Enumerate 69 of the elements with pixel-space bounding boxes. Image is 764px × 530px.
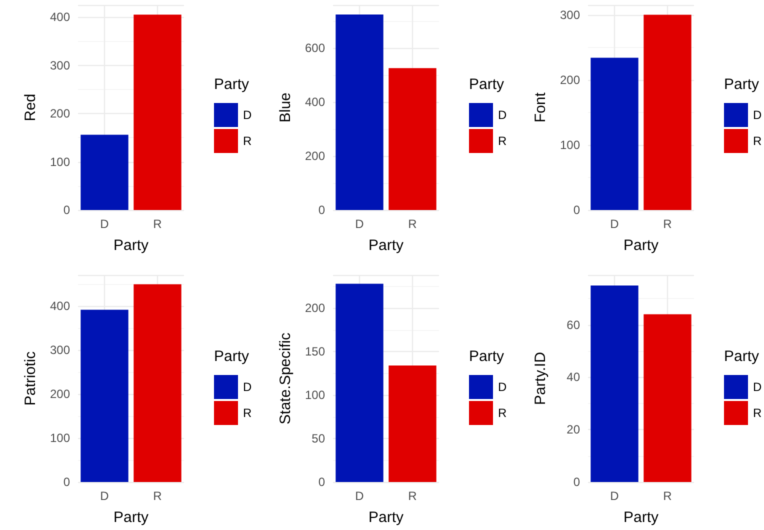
y-tick-label: 200 <box>304 149 326 164</box>
y-axis-title: Font <box>532 92 549 123</box>
legend-label: D <box>243 108 252 122</box>
legend-title: Party <box>724 76 760 93</box>
y-tick-label: 0 <box>318 475 326 489</box>
y-axis-title: Red <box>22 94 39 122</box>
legend-label: D <box>498 380 507 394</box>
x-tick-label: D <box>355 489 364 503</box>
y-tick-label: 200 <box>560 72 580 87</box>
y-tick-label: 400 <box>50 298 70 313</box>
y-tick-label: 0 <box>573 475 580 489</box>
x-axis-title: Party <box>623 237 659 254</box>
y-tick-label: 0 <box>63 203 70 217</box>
legend-title: Party <box>214 348 250 365</box>
x-axis-title: Party <box>623 509 659 526</box>
x-tick-label: R <box>408 217 418 231</box>
y-axis-title: Blue <box>277 92 294 123</box>
x-tick-label: D <box>100 217 110 231</box>
legend-label: D <box>753 108 762 122</box>
y-tick-label: 300 <box>50 58 70 72</box>
x-tick-label: R <box>153 489 162 503</box>
y-tick-label: 400 <box>304 95 326 110</box>
y-tick-label: 300 <box>560 8 580 22</box>
y-tick-label: 0 <box>318 203 326 217</box>
y-tick-label: 100 <box>50 154 70 169</box>
legend-title: Party <box>469 76 505 93</box>
y-tick-label: 200 <box>50 386 70 401</box>
y-tick-label: 40 <box>566 370 580 384</box>
x-axis-title: Party <box>113 237 149 254</box>
legend-title: Party <box>469 348 505 365</box>
legend-label: R <box>498 134 507 148</box>
y-axis-title: Patriotic <box>22 350 39 406</box>
y-tick-label: 300 <box>50 342 70 357</box>
y-tick-label: 100 <box>50 430 70 445</box>
x-tick-label: R <box>663 217 672 231</box>
y-tick-label: 60 <box>566 318 580 332</box>
x-tick-label: D <box>610 489 620 503</box>
x-tick-label: R <box>153 217 162 231</box>
x-tick-label: D <box>100 489 110 503</box>
y-tick-label: 400 <box>50 10 70 24</box>
x-axis-title: Party <box>368 237 404 254</box>
legend-label: R <box>753 406 762 420</box>
x-tick-label: D <box>355 217 364 231</box>
legend-title: Party <box>214 76 250 93</box>
x-axis-title: Party <box>113 509 149 526</box>
y-tick-label: 20 <box>566 422 580 437</box>
legend-label: D <box>498 108 507 122</box>
x-tick-label: R <box>408 489 418 503</box>
y-tick-label: 100 <box>560 138 580 152</box>
legend-title: Party <box>724 348 760 365</box>
x-tick-label: R <box>663 489 672 503</box>
legend-label: R <box>753 134 762 148</box>
y-tick-label: 200 <box>304 301 326 316</box>
y-tick-label: 100 <box>304 388 326 402</box>
legend-label: R <box>243 134 252 148</box>
legend-label: D <box>753 380 762 394</box>
legend-label: R <box>498 406 507 420</box>
legend-label: R <box>243 406 252 420</box>
x-tick-label: D <box>610 217 620 231</box>
y-axis-title: State.Specific <box>277 332 294 424</box>
y-tick-label: 0 <box>573 203 580 217</box>
y-tick-label: 50 <box>312 432 326 446</box>
x-axis-title: Party <box>368 509 404 526</box>
legend-label: D <box>243 380 252 394</box>
y-tick-label: 0 <box>63 475 70 489</box>
y-tick-label: 600 <box>304 41 326 56</box>
y-tick-label: 200 <box>50 106 70 121</box>
y-tick-label: 150 <box>304 344 326 359</box>
y-axis-title: Party.ID <box>532 352 549 406</box>
